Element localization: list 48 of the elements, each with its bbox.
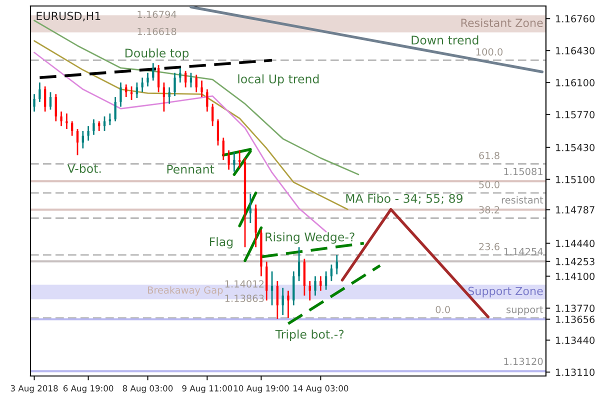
y-tick-label: 1.16760 (556, 15, 595, 22)
annotation: Rising Wedge-? (266, 232, 354, 244)
annotation: MA Fibo - 34; 55; 89 (346, 194, 462, 204)
ref-line-label: support (506, 306, 544, 316)
x-tick-label: 3 Aug 2018 (10, 385, 58, 394)
x-tick-label: 14 Aug 03:00 (293, 385, 348, 394)
annotation: 1.16618 (138, 28, 176, 36)
annotation: 38.2 (479, 206, 500, 214)
x-tick-label: 9 Aug 11:00 (182, 385, 232, 394)
annotation: 23.6 (479, 242, 500, 250)
band-label: Resistant Zone (461, 18, 543, 28)
x-tick-label: 10 Aug 19:00 (234, 385, 289, 394)
chart-title: EURUSD,H1 (36, 12, 100, 22)
y-tick-label: 1.15430 (556, 144, 595, 152)
x-tick-label: 6 Aug 19:00 (63, 385, 114, 394)
annotation: 61.8 (479, 152, 500, 160)
y-tick-label: 1.16430 (556, 47, 595, 54)
annotation: Triple bot.-? (275, 330, 344, 342)
y-tick-label: 1.13440 (556, 336, 595, 344)
ref-line-label: 1.15081 (504, 168, 542, 176)
y-tick-label: 1.14253 (556, 258, 594, 266)
annotation: 1.13863 (225, 294, 264, 302)
y-tick-label: 1.15770 (556, 110, 595, 118)
ref-line-label: 1.13120 (504, 358, 543, 366)
annotation: Pennant (167, 164, 214, 174)
annotation: Down trend (412, 35, 478, 45)
annotation: Flag (210, 237, 233, 249)
y-tick-label: 1.14440 (556, 240, 595, 248)
band-label: Support Zone (468, 286, 543, 298)
y-tick-label: 1.14787 (556, 206, 594, 214)
ref-line-label: 1.14254 (504, 248, 543, 256)
annotation: 0.0 (436, 306, 450, 314)
annotation: Double top (125, 48, 189, 60)
y-tick-label: 1.15100 (556, 176, 595, 184)
y-tick-label: 1.13770 (556, 304, 595, 312)
annotation: 1.14012 (225, 280, 264, 288)
annotation: 100.0 (476, 48, 503, 56)
annotation: local Up trend (238, 74, 319, 86)
annotation: 50.0 (479, 180, 500, 188)
x-tick-label: 8 Aug 03:00 (122, 385, 173, 394)
y-tick-label: 1.13656 (556, 316, 595, 324)
y-tick-label: 1.13110 (556, 368, 595, 376)
y-tick-label: 1.16100 (556, 78, 595, 86)
annotation: 1.16794 (138, 10, 176, 18)
annotation: Breakaway Gap (148, 286, 223, 296)
ref-line-label: resistant (502, 196, 544, 204)
y-tick-label: 1.14100 (556, 272, 595, 280)
annotation: V-bot. (67, 164, 101, 173)
